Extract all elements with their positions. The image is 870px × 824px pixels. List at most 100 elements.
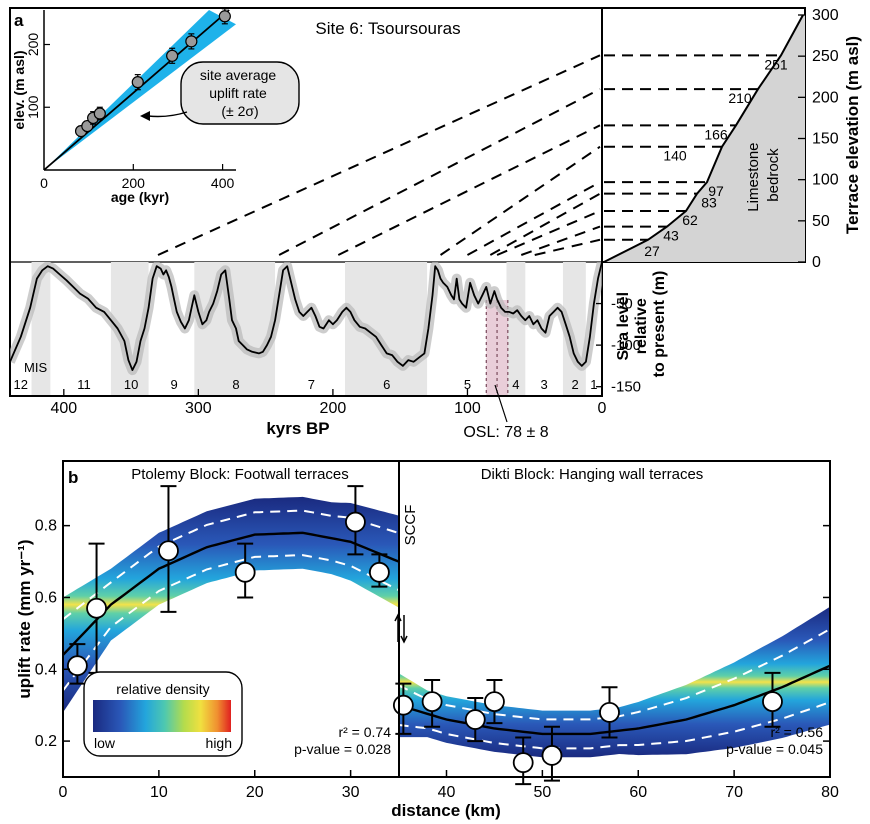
uplift-point	[512, 752, 534, 774]
mis-number: 2	[571, 377, 578, 392]
x-tick-label: 80	[821, 784, 839, 801]
inset-point	[81, 119, 94, 133]
terrace-profile	[603, 14, 804, 263]
fault-arrows	[394, 613, 408, 644]
uplift-point	[158, 540, 179, 562]
callout-arrowhead	[140, 111, 150, 121]
time-tick-label: 0	[598, 400, 607, 417]
panel-b: 0 10 20 30 40 50 60 70 80 0.2 0.4 0.6 0.8 b Ptolemy …	[15, 460, 839, 820]
panel-b-label: b	[68, 468, 78, 487]
correlation-line	[157, 54, 601, 256]
terrace-axis-label: Terrace elevation (m asl)	[843, 36, 862, 234]
correlation-line	[337, 124, 601, 256]
uplift-point	[541, 745, 563, 766]
legend-low: low	[94, 735, 116, 751]
uplift-point	[464, 709, 486, 730]
correlation-line	[278, 88, 601, 256]
osl-label: OSL: 78 ± 8	[463, 424, 548, 441]
mis-number: 11	[77, 377, 91, 392]
mis-number: 5	[464, 377, 471, 392]
inset-ylabel: elev. (m asl)	[11, 50, 27, 129]
terrace-label: 62	[682, 212, 698, 228]
mis-number: 6	[383, 377, 390, 392]
y-tick-label: 0.2	[35, 733, 57, 750]
right-r2: r² = 0.56	[770, 724, 823, 740]
inset-ytick-label: 100	[25, 95, 41, 119]
ci-upper-left	[63, 509, 399, 621]
terrace-label: 83	[701, 195, 717, 211]
x-tick-label: 20	[246, 784, 264, 801]
mis-numbers: 12 11 10 9 8 7 6 5 4 3 2 1	[14, 377, 598, 392]
sea-level-ticks: -50 -100 -150	[596, 296, 641, 396]
x-tick-label: 60	[629, 784, 647, 801]
terrace-tick-label: 150	[812, 131, 839, 148]
callout-text: site average uplift rate (± 2σ)	[200, 67, 280, 119]
osl-bar	[486, 300, 508, 395]
correlation-line	[520, 225, 601, 256]
y-tick-label: 0.8	[35, 518, 57, 535]
terrace-label: 140	[663, 148, 687, 164]
density-legend: relative density low high	[83, 671, 243, 757]
x-tick-label: 10	[150, 784, 168, 801]
fit-line-left	[63, 531, 400, 656]
terrace-label: 210	[728, 90, 752, 106]
inset-point	[131, 76, 144, 89]
uplift-point	[421, 691, 443, 712]
terrace-tick-label: 100	[812, 172, 839, 189]
terrace-label: 251	[764, 56, 788, 72]
time-axis-label: kyrs BP	[266, 419, 329, 438]
inset-ytick-label: 200	[25, 33, 41, 57]
uplift-point	[234, 561, 256, 583]
correlation-line	[489, 192, 601, 256]
mis-band	[506, 262, 526, 395]
mis-number: 12	[14, 377, 28, 392]
inset-ticks: 200 400 100 200	[25, 33, 234, 191]
sea-level-curve	[10, 262, 602, 371]
density-band-right	[398, 606, 830, 758]
sea-level-tick-label: -50	[611, 296, 633, 313]
time-tick-label: 100	[454, 400, 481, 417]
inset-xtick-label: 200	[122, 175, 146, 191]
density-band-left	[63, 496, 399, 713]
ci-lower-left	[63, 554, 400, 692]
osl-leader	[494, 384, 508, 423]
sea-level-axis-label: Sea level relative to present (m)	[615, 271, 668, 378]
right-block-title: Dikti Block: Hanging wall terraces	[481, 466, 704, 483]
x-tick-label: 0	[59, 784, 68, 801]
bedrock-label: Limestone bedrock	[745, 138, 782, 211]
x-tick-label: 40	[438, 784, 456, 801]
time-tick-label: 400	[50, 400, 77, 417]
x-tick-label: 50	[533, 784, 551, 801]
osl-lines	[485, 300, 509, 395]
panel-a-label: a	[14, 11, 24, 30]
y-tick-label: 0.6	[35, 589, 57, 606]
correlation-line	[466, 181, 601, 256]
sea-level-tick-label: -100	[611, 337, 641, 354]
fault-label: SCCF	[402, 505, 419, 546]
legend-high: high	[206, 735, 232, 751]
mis-number: 3	[541, 377, 548, 392]
panel-b-xlabel: distance (km)	[391, 801, 501, 820]
terrace-tick-label: 250	[812, 48, 839, 65]
time-tick-label: 200	[320, 400, 347, 417]
sea-level-tick-label: -150	[611, 379, 641, 396]
uplift-point	[86, 597, 107, 619]
terrace-lines	[604, 54, 781, 241]
inset-point	[218, 10, 231, 23]
terrace-tick-label: 50	[812, 213, 830, 230]
uplift-point	[368, 561, 390, 583]
mis-number: 9	[171, 377, 178, 392]
mis-number: 8	[232, 377, 239, 392]
legend-colorbar	[93, 700, 231, 732]
panel-b-ticks: 0 10 20 30 40 50 60 70 80 0.2 0.4 0.6 0.8	[35, 518, 839, 801]
x-tick-label: 30	[342, 784, 360, 801]
panel-b-ylabel: uplift rate (mm yr⁻¹)	[15, 539, 34, 698]
correlation-lines	[157, 54, 601, 256]
mis-label: MIS	[24, 360, 47, 375]
terrace-tick-label: 200	[812, 89, 839, 106]
uplift-point	[484, 691, 505, 712]
uplift-point	[392, 694, 414, 716]
uplift-points	[66, 485, 783, 786]
